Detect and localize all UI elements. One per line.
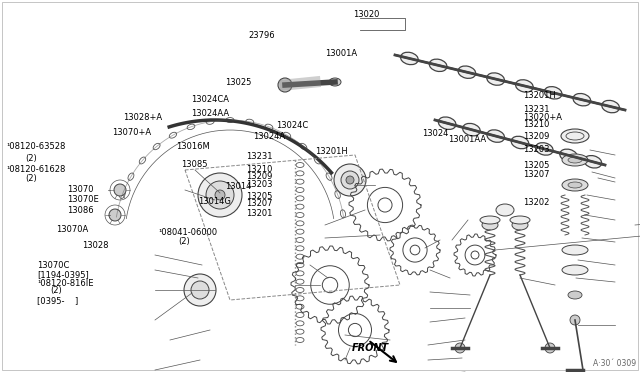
Text: 13210: 13210 bbox=[524, 120, 550, 129]
Ellipse shape bbox=[568, 291, 582, 299]
Circle shape bbox=[334, 164, 366, 196]
Text: [1194-0395]: [1194-0395] bbox=[37, 270, 89, 279]
Circle shape bbox=[215, 190, 225, 200]
Ellipse shape bbox=[560, 149, 577, 161]
Ellipse shape bbox=[496, 204, 514, 216]
Circle shape bbox=[471, 251, 479, 259]
Ellipse shape bbox=[438, 117, 456, 129]
Text: (2): (2) bbox=[50, 286, 61, 295]
Circle shape bbox=[206, 181, 234, 209]
Ellipse shape bbox=[458, 66, 476, 78]
Text: 13210: 13210 bbox=[246, 165, 272, 174]
Text: 13231: 13231 bbox=[246, 152, 273, 161]
Text: [0395-    ]: [0395- ] bbox=[37, 296, 78, 305]
Circle shape bbox=[410, 245, 420, 255]
Text: ¹08120-61628: ¹08120-61628 bbox=[6, 165, 66, 174]
Circle shape bbox=[198, 173, 242, 217]
Text: 23796: 23796 bbox=[248, 31, 275, 40]
Text: 13028: 13028 bbox=[82, 241, 108, 250]
Ellipse shape bbox=[536, 143, 553, 155]
Text: 13028+A: 13028+A bbox=[123, 113, 162, 122]
Circle shape bbox=[341, 171, 359, 189]
Text: 13085: 13085 bbox=[181, 160, 207, 169]
Text: 13201: 13201 bbox=[246, 209, 272, 218]
Text: 13070: 13070 bbox=[67, 185, 93, 194]
Text: (2): (2) bbox=[178, 237, 189, 246]
Text: 13202: 13202 bbox=[524, 198, 550, 207]
Ellipse shape bbox=[561, 129, 589, 143]
Text: 13024AA: 13024AA bbox=[191, 109, 229, 118]
Text: (2): (2) bbox=[26, 154, 37, 163]
Ellipse shape bbox=[480, 216, 500, 224]
Ellipse shape bbox=[568, 157, 582, 163]
Ellipse shape bbox=[401, 52, 418, 65]
Circle shape bbox=[278, 78, 292, 92]
Circle shape bbox=[323, 277, 338, 293]
Ellipse shape bbox=[562, 265, 588, 275]
Ellipse shape bbox=[482, 220, 498, 230]
Ellipse shape bbox=[573, 93, 591, 106]
Text: 13070E: 13070E bbox=[67, 195, 99, 203]
Text: 13205: 13205 bbox=[524, 161, 550, 170]
Text: 13020: 13020 bbox=[353, 10, 380, 19]
Text: 13024C: 13024C bbox=[276, 121, 308, 130]
Text: ¹08120-63528: ¹08120-63528 bbox=[6, 142, 66, 151]
Circle shape bbox=[109, 209, 121, 221]
Text: 13024: 13024 bbox=[422, 129, 449, 138]
Text: 13201H: 13201H bbox=[524, 92, 556, 100]
Circle shape bbox=[545, 343, 555, 353]
Text: ¹08120-816IE: ¹08120-816IE bbox=[37, 279, 93, 288]
Ellipse shape bbox=[562, 179, 588, 191]
Text: 13207: 13207 bbox=[524, 170, 550, 179]
Text: A·30´ 0309: A·30´ 0309 bbox=[593, 359, 636, 368]
Ellipse shape bbox=[329, 78, 341, 86]
Circle shape bbox=[191, 281, 209, 299]
Text: 13086: 13086 bbox=[67, 206, 94, 215]
Text: 13014G: 13014G bbox=[198, 197, 231, 206]
Text: 13014: 13014 bbox=[225, 182, 252, 191]
Ellipse shape bbox=[602, 100, 620, 113]
Text: 13209: 13209 bbox=[246, 172, 272, 181]
Ellipse shape bbox=[429, 59, 447, 71]
Circle shape bbox=[570, 315, 580, 325]
Ellipse shape bbox=[512, 220, 528, 230]
Text: 13024CA: 13024CA bbox=[191, 95, 228, 104]
Ellipse shape bbox=[562, 154, 588, 166]
Text: 13024A: 13024A bbox=[253, 132, 285, 141]
Text: 13001AA: 13001AA bbox=[448, 135, 486, 144]
Ellipse shape bbox=[511, 136, 529, 149]
Text: 13231: 13231 bbox=[524, 105, 550, 114]
Text: 13001A: 13001A bbox=[325, 49, 357, 58]
Text: 13020+A: 13020+A bbox=[524, 113, 563, 122]
Text: (2): (2) bbox=[26, 174, 37, 183]
Text: 13201H: 13201H bbox=[316, 147, 348, 156]
Ellipse shape bbox=[463, 124, 480, 136]
Text: 13016M: 13016M bbox=[176, 142, 210, 151]
Text: 13070A: 13070A bbox=[56, 225, 88, 234]
Text: FRONT: FRONT bbox=[352, 343, 389, 353]
Text: ¹08041-06000: ¹08041-06000 bbox=[159, 228, 218, 237]
Ellipse shape bbox=[584, 155, 602, 168]
Text: 13070C: 13070C bbox=[37, 262, 70, 270]
Circle shape bbox=[184, 274, 216, 306]
Text: 13209: 13209 bbox=[524, 132, 550, 141]
Ellipse shape bbox=[487, 73, 504, 85]
Circle shape bbox=[348, 323, 362, 337]
Text: 13070+A: 13070+A bbox=[112, 128, 151, 137]
Ellipse shape bbox=[544, 87, 562, 99]
Ellipse shape bbox=[562, 245, 588, 255]
Ellipse shape bbox=[487, 130, 504, 142]
Circle shape bbox=[114, 184, 126, 196]
Text: 13203: 13203 bbox=[246, 180, 272, 189]
Circle shape bbox=[378, 198, 392, 212]
Text: 13025: 13025 bbox=[225, 78, 252, 87]
Circle shape bbox=[346, 176, 354, 184]
Text: 13205: 13205 bbox=[246, 192, 272, 201]
Text: 13203: 13203 bbox=[524, 145, 550, 154]
Circle shape bbox=[455, 343, 465, 353]
Ellipse shape bbox=[510, 216, 530, 224]
Ellipse shape bbox=[515, 80, 533, 92]
Text: 13207: 13207 bbox=[246, 199, 272, 208]
Ellipse shape bbox=[568, 182, 582, 188]
